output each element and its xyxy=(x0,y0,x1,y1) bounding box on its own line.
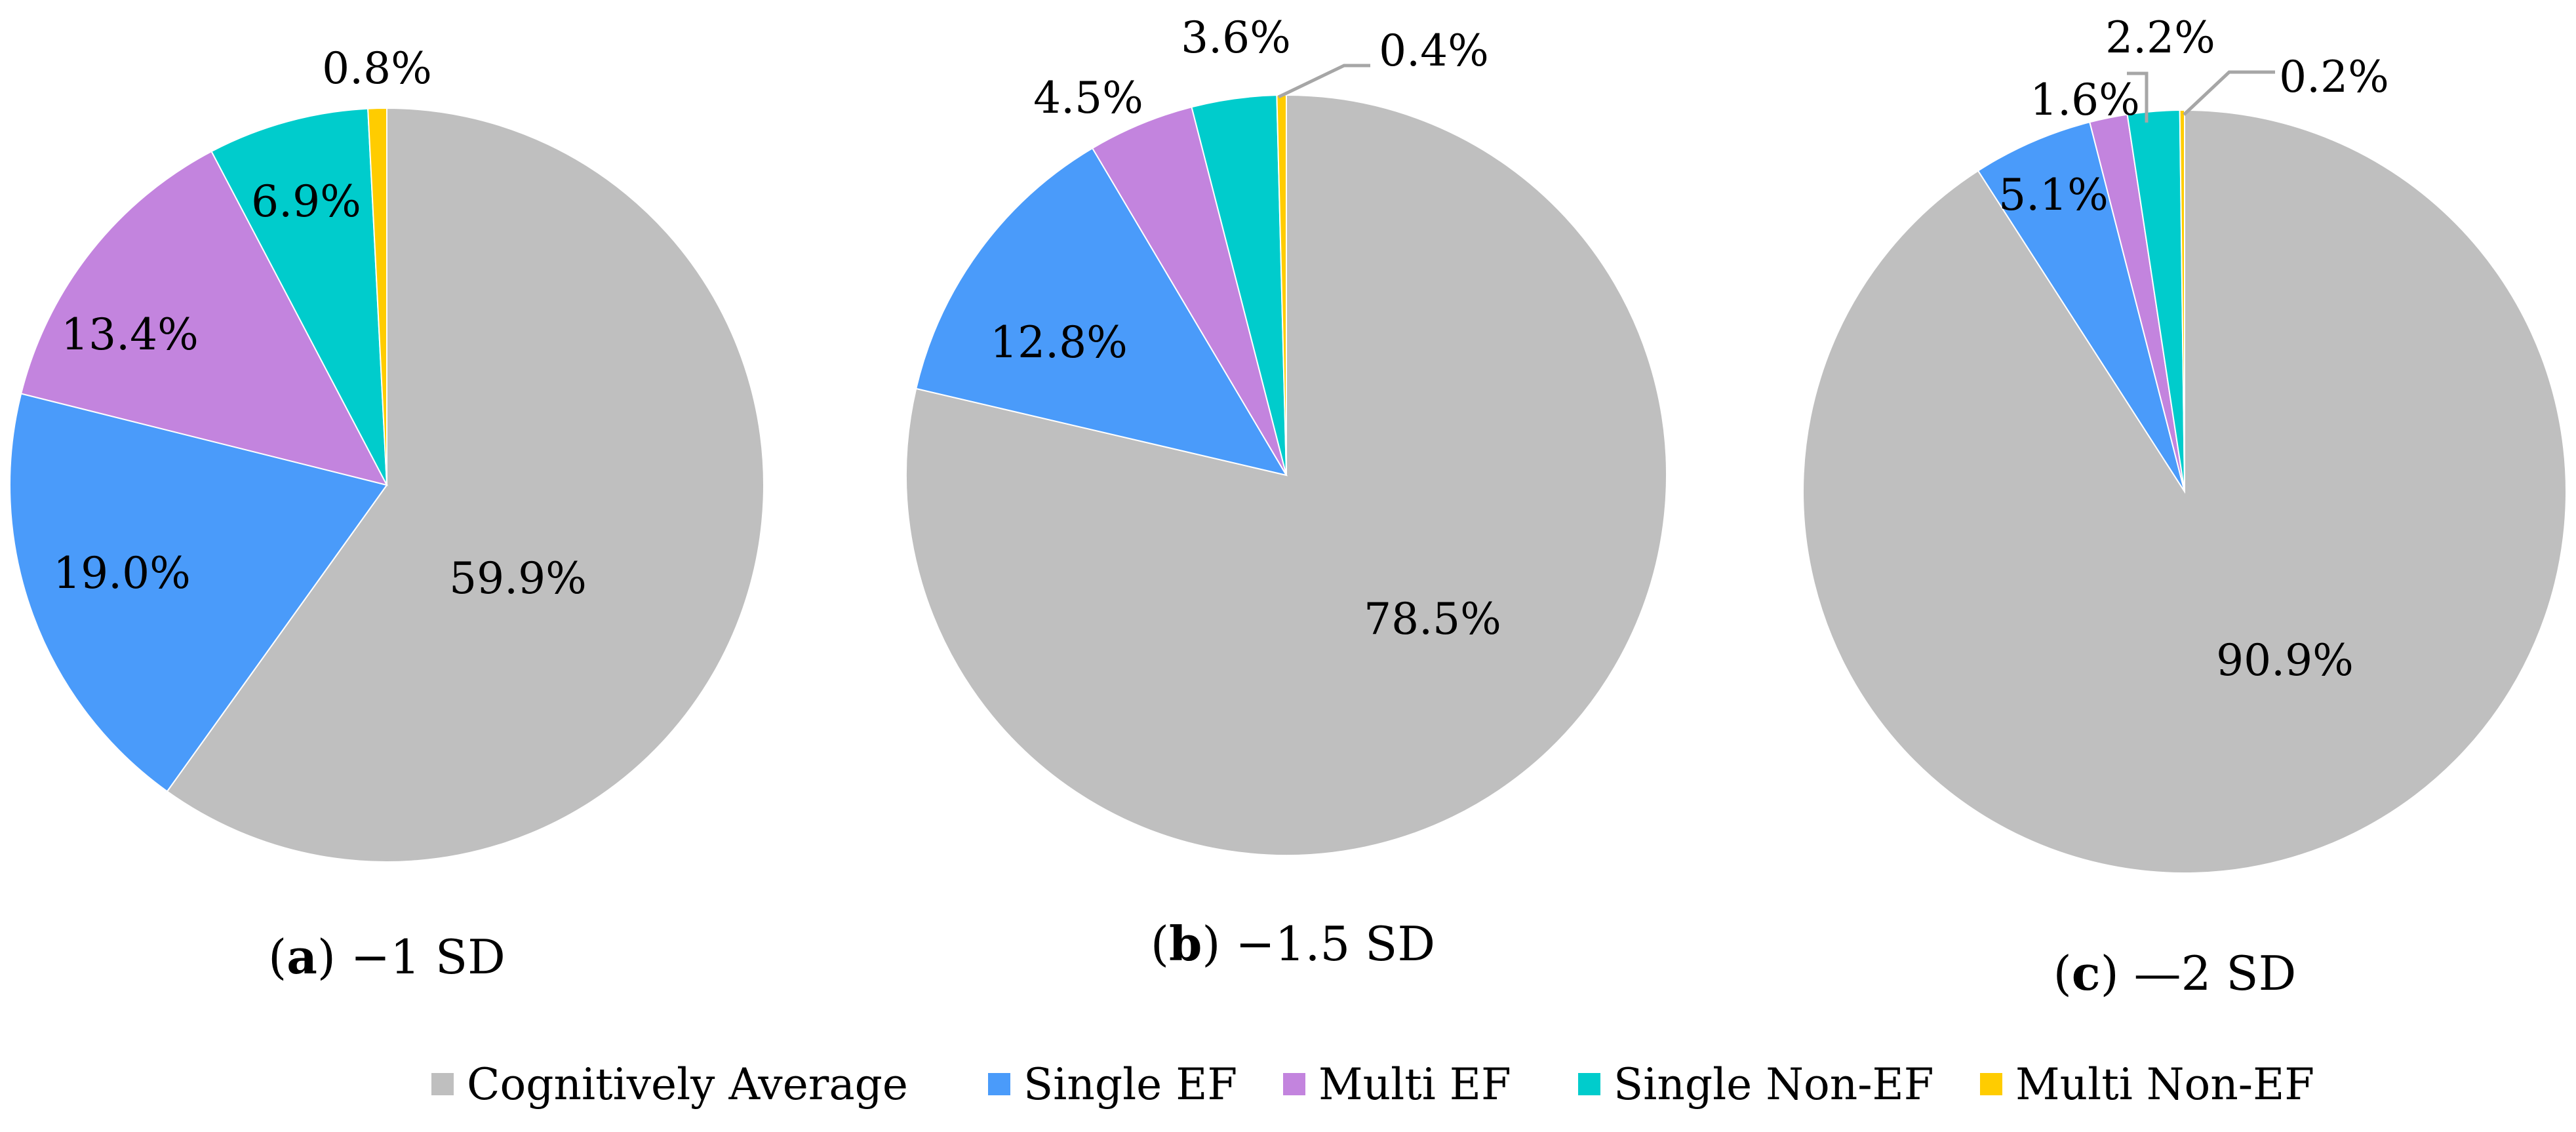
pie-a-slice-single-non-ef xyxy=(210,107,387,486)
pie-a-caption-letter: a xyxy=(287,929,317,985)
pie-c-caption: (c) —2 SD xyxy=(2053,945,2297,1001)
pie-a-label-single-ef: 19.0% xyxy=(53,548,191,598)
pie-c-label-single-ef: 5.1% xyxy=(1998,170,2109,220)
legend-swatch-single-non-ef xyxy=(1578,1073,1600,1095)
pie-c-caption-text: —2 SD xyxy=(2119,946,2297,1001)
pie-a-label-cognitively-average: 59.9% xyxy=(449,553,587,604)
pie-b-label-multi-non-ef: 0.4% xyxy=(1379,26,1489,76)
pie-c-label-multi-non-ef: 0.2% xyxy=(2279,52,2389,102)
legend-swatch-multi-non-ef xyxy=(1980,1073,2002,1095)
pie-a-slice-single-ef xyxy=(9,393,388,792)
pie-a-label-multi-non-ef: 0.8% xyxy=(322,43,432,94)
legend-label-cognitively-average: Cognitively Average xyxy=(467,1059,908,1110)
pie-a-slice-multi-non-ef xyxy=(367,107,387,486)
pie-c-slice-single-ef xyxy=(1977,121,2185,492)
pie-c: 90.9% 5.1% 1.6% 2.2% 0.2% (c) —2 SD xyxy=(1802,12,2567,1001)
pie-c-slice-multi-non-ef xyxy=(2179,109,2185,492)
pie-c-leader-line-2 xyxy=(2183,70,2275,116)
pie-c-label-multi-ef: 1.6% xyxy=(2030,75,2140,125)
pie-b-slice-multi-ef xyxy=(1091,106,1287,476)
legend-swatch-multi-ef xyxy=(1283,1073,1305,1095)
pie-a-caption-text: −1 SD xyxy=(336,929,505,985)
pie-b-leader-line-1 xyxy=(1277,64,1370,99)
pie-a-label-single-non-ef: 6.9% xyxy=(251,176,361,227)
legend-label-multi-ef: Multi EF xyxy=(1318,1059,1511,1110)
pie-b-slice-single-ef xyxy=(915,147,1288,477)
pie-b-label-multi-ef: 4.5% xyxy=(1033,73,1143,123)
legend: Cognitively Average Single EF Multi EF S… xyxy=(431,1059,2314,1110)
pie-b-label-single-non-ef: 3.6% xyxy=(1181,12,1291,63)
pie-b-caption-text: −1.5 SD xyxy=(1220,916,1435,971)
pie-b-label-cognitively-average: 78.5% xyxy=(1364,594,1501,644)
pie-a-slice-cognitively-average xyxy=(166,107,764,863)
pie-c-label-cognitively-average: 90.9% xyxy=(2216,635,2354,686)
pie-a: 59.9% 19.0% 13.4% 6.9% 0.8% (a) −1 SD xyxy=(9,43,764,985)
pie-c-label-single-non-ef: 2.2% xyxy=(2105,12,2215,63)
pie-b-caption: (b) −1.5 SD xyxy=(1151,916,1435,971)
legend-swatch-single-ef xyxy=(988,1073,1010,1095)
pie-a-caption: (a) −1 SD xyxy=(268,929,505,985)
pie-c-leader-line-1 xyxy=(2127,71,2149,123)
pie-a-label-multi-ef: 13.4% xyxy=(61,309,199,360)
pie-b: 78.5% 12.8% 4.5% 3.6% 0.4% (b) −1.5 SD xyxy=(905,12,1667,971)
pie-b-label-single-ef: 12.8% xyxy=(990,317,1128,368)
pie-b-caption-letter: b xyxy=(1169,916,1202,971)
legend-label-single-non-ef: Single Non-EF xyxy=(1614,1059,1934,1110)
legend-label-multi-non-ef: Multi Non-EF xyxy=(2015,1059,2314,1110)
pie-a-slice-multi-ef xyxy=(20,150,388,486)
legend-swatch-cognitively-average xyxy=(431,1073,454,1095)
legend-label-single-ef: Single EF xyxy=(1023,1059,1237,1110)
pie-c-caption-letter: c xyxy=(2072,945,2101,1001)
